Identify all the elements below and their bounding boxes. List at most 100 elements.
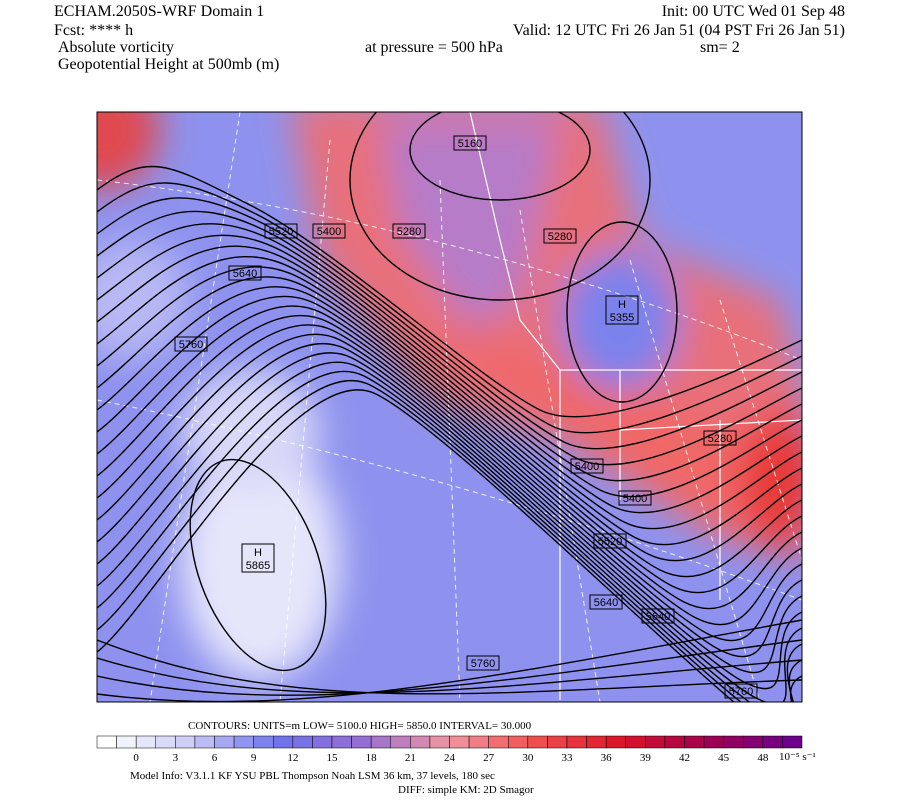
colorbar-swatch [782, 735, 803, 749]
colorbar-tick-label: 3 [173, 752, 179, 764]
label-box [703, 430, 737, 446]
colorbar-swatch [723, 735, 744, 749]
contour-line [97, 223, 802, 482]
contour-label: 5520 [598, 536, 622, 548]
colorbar-swatch [175, 735, 196, 749]
colorbar-tick-label: 27 [483, 752, 495, 764]
colorbar-swatch [449, 735, 470, 749]
contour-label: 5280 [397, 226, 421, 238]
label-box [589, 594, 623, 610]
contour-line [97, 389, 802, 702]
high-letter: H [254, 547, 262, 559]
label-box [543, 228, 577, 244]
colorbar-swatch [566, 735, 587, 749]
contour-line [97, 352, 802, 690]
label-box [724, 683, 758, 699]
high-value: 5355 [610, 312, 634, 324]
colorbar-swatch [273, 735, 294, 749]
colorbar-swatch [762, 735, 783, 749]
contour-label: 5520 [269, 226, 293, 238]
colorbar-swatch [625, 735, 646, 749]
graticule [97, 112, 802, 702]
colorbar-swatch [645, 735, 666, 749]
map-frame [96, 111, 803, 703]
colorbar-tick-label: 42 [679, 752, 690, 764]
colorbar-tick-label: 18 [366, 752, 378, 764]
contour-label: 5760 [179, 339, 203, 351]
contour-line [97, 361, 802, 702]
label-box [312, 223, 346, 239]
high-letter: H [618, 299, 626, 311]
label-box [228, 265, 262, 281]
header-forecast: Fcst: **** h [54, 22, 133, 39]
height-contours [97, 112, 802, 702]
colorbar-swatch [194, 735, 215, 749]
contour-line [97, 234, 802, 498]
contour-label: 5400 [623, 493, 647, 505]
label-box [174, 336, 208, 352]
contour-label: 5640 [594, 597, 618, 609]
colorbar-swatch [410, 735, 431, 749]
contour-label: 5400 [575, 461, 599, 473]
colorbar-swatch [135, 735, 157, 749]
contour-label: 5760 [729, 686, 753, 698]
header-title: ECHAM.2050S-WRF Domain 1 [54, 3, 264, 20]
label-box [618, 490, 652, 506]
contour-line [97, 657, 802, 694]
label-box [570, 458, 604, 474]
colorbar-tick-label: 12 [287, 752, 298, 764]
colorbar-tick-label: 33 [562, 752, 574, 764]
contour-label: 5280 [548, 231, 572, 243]
contour-label: 5640 [233, 268, 257, 280]
colorbar-swatch [508, 735, 529, 749]
label-box [641, 608, 675, 624]
colorbar-tick-label: 21 [405, 752, 416, 764]
colorbar-tick-label: 48 [757, 752, 769, 764]
contour-label: 5640 [646, 611, 670, 623]
header-valid: Valid: 12 UTC Fri 26 Jan 51 (04 PST Fri … [513, 22, 845, 39]
label-box [605, 295, 639, 325]
map [97, 112, 802, 702]
header-init: Init: 00 UTC Wed 01 Sep 48 [662, 3, 845, 20]
colorbar-tick-label: 9 [251, 752, 257, 764]
colorbar-swatch [605, 735, 627, 749]
contour-line [97, 342, 802, 674]
contour-line [97, 182, 802, 434]
contour-line [97, 210, 802, 466]
colorbar-swatch [155, 735, 176, 749]
colorbar-swatch [370, 735, 391, 749]
contour-line [97, 295, 802, 594]
colorbar-swatch [684, 735, 705, 749]
colorbar-swatch [116, 735, 137, 749]
colorbar-swatch [527, 735, 548, 749]
high-value: 5865 [246, 560, 270, 572]
contour-line [97, 305, 802, 610]
colorbar-swatch [488, 735, 509, 749]
colorbar-tick-label: 6 [212, 752, 218, 764]
colorbar-swatch [703, 735, 724, 749]
colorbar-swatch [743, 735, 764, 749]
contour-line [97, 324, 802, 642]
label-box [593, 533, 627, 549]
label-box [453, 135, 487, 151]
label-box [466, 655, 500, 671]
colorbar-tick-label: 36 [601, 752, 613, 764]
contour-line [97, 197, 802, 450]
colorbar-units: 10⁻⁵ s⁻¹ [779, 751, 816, 763]
colorbar-tick-label: 45 [718, 752, 730, 764]
colorbar-swatch [253, 735, 274, 749]
colorbar: 0 3 6 9 12 15 18 21 24 27 30 33 36 39 42 45 48 [96, 735, 803, 764]
colorbar-swatch [351, 735, 372, 749]
colorbar-swatch [96, 735, 117, 749]
contour-line [97, 266, 802, 546]
colorbar-swatch [292, 735, 313, 749]
contour-line [97, 370, 802, 702]
colorbar-swatch [312, 735, 333, 749]
colorbar-swatch [547, 735, 568, 749]
colorbar-tick-label: 24 [444, 752, 456, 764]
colorbar-tick-label: 15 [327, 752, 339, 764]
contour-labels: 5160 5520 5400 5280 5280 5640 5760 5280 5400 5400… [174, 135, 758, 699]
colorbar-tick-label: 39 [640, 752, 652, 764]
model-info: Model Info: V3.1.1 KF YSU PBL Thompson N… [130, 770, 495, 782]
